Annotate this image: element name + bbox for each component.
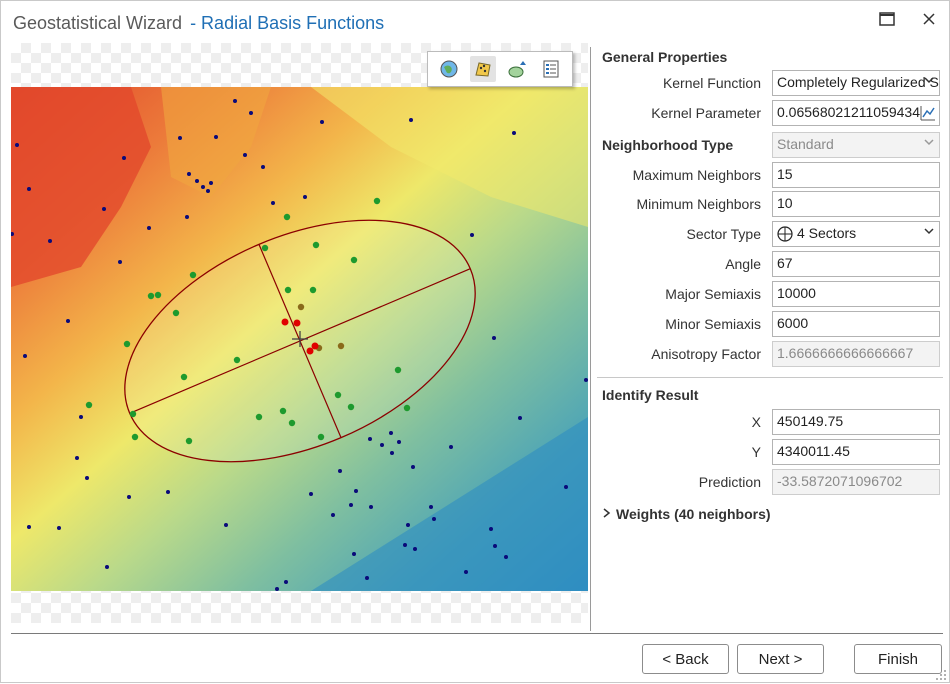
prediction-surface-map[interactable]	[11, 87, 588, 591]
minor-semiaxis-field[interactable]: 6000	[772, 311, 940, 337]
kernel-parameter-field[interactable]: 0.06568021211059434	[772, 100, 940, 126]
prediction-label: Prediction	[698, 474, 761, 490]
kernel-function-value: Completely Regularized Spline	[777, 74, 939, 90]
four-sectors-icon	[777, 226, 793, 245]
next-button[interactable]: Next >	[737, 644, 824, 674]
map-preview[interactable]	[11, 43, 588, 623]
wizard-title: Geostatistical Wizard	[13, 13, 183, 33]
x-label: X	[751, 414, 761, 430]
minor-semiaxis-label: Minor Semiaxis	[665, 316, 761, 332]
neighbor-points	[85, 197, 411, 445]
footer-divider	[11, 633, 943, 634]
sector-type-label: Sector Type	[686, 226, 761, 242]
wizard-subtitle: - Radial Basis Functions	[190, 13, 385, 33]
back-button[interactable]: < Back	[642, 644, 729, 674]
x-coordinate-field[interactable]: 450149.75	[772, 409, 940, 435]
crosshair-icon	[292, 331, 308, 347]
kernel-parameter-label: Kernel Parameter	[651, 105, 761, 121]
major-semiaxis-label: Major Semiaxis	[665, 286, 761, 302]
weighted-points	[297, 303, 345, 352]
weights-expander[interactable]: Weights (40 neighbors)	[602, 506, 771, 522]
minimum-neighbors-field[interactable]: 10	[772, 191, 940, 217]
major-semiaxis-field[interactable]: 10000	[772, 281, 940, 307]
resize-grip-icon[interactable]	[935, 668, 947, 680]
window-title: Geostatistical Wizard - Radial Basis Func…	[13, 13, 384, 34]
neighborhood-type-value: Standard	[777, 136, 834, 152]
finish-button[interactable]: Finish	[854, 644, 942, 674]
panel-splitter[interactable]	[590, 47, 591, 631]
anisotropy-factor-field: 1.6666666666666667	[772, 341, 940, 367]
prediction-field: -33.5872071096702	[772, 469, 940, 495]
identify-result-heading: Identify Result	[602, 387, 699, 403]
data-points	[11, 99, 588, 591]
sector-type-dropdown[interactable]: 4 Sectors	[772, 221, 940, 247]
chevron-right-icon	[602, 506, 616, 522]
chevron-down-icon	[923, 136, 935, 151]
angle-field[interactable]: 67	[772, 251, 940, 277]
globe-icon[interactable]	[436, 56, 462, 82]
ellipse-search-icon[interactable]	[504, 56, 530, 82]
angle-label: Angle	[725, 256, 761, 272]
chevron-down-icon	[923, 74, 935, 89]
weights-label: Weights (40 neighbors)	[616, 506, 771, 522]
y-label: Y	[751, 444, 761, 460]
section-divider	[597, 377, 943, 378]
general-properties-heading: General Properties	[602, 49, 728, 65]
maximum-neighbors-field[interactable]: 15	[772, 162, 940, 188]
neighborhood-type-label: Neighborhood Type	[602, 137, 734, 153]
optimize-chart-icon[interactable]	[920, 105, 936, 124]
kernel-parameter-value: 0.06568021211059434	[777, 104, 921, 120]
chevron-down-icon	[923, 225, 935, 240]
data-points-icon[interactable]	[470, 56, 496, 82]
close-icon[interactable]	[916, 7, 942, 31]
kernel-function-label: Kernel Function	[662, 75, 761, 91]
anisotropy-factor-label: Anisotropy Factor	[651, 346, 761, 362]
legend-list-icon[interactable]	[538, 56, 564, 82]
selected-neighbor-points	[281, 318, 319, 355]
y-coordinate-field[interactable]: 4340011.45	[772, 439, 940, 465]
kernel-function-dropdown[interactable]: Completely Regularized Spline	[772, 70, 940, 96]
maximize-icon[interactable]	[874, 7, 900, 31]
maximum-neighbors-label: Maximum Neighbors	[632, 167, 761, 183]
map-toolbar	[427, 51, 573, 87]
neighborhood-type-dropdown: Standard	[772, 132, 940, 158]
minimum-neighbors-label: Minimum Neighbors	[636, 196, 761, 212]
sector-type-value: 4 Sectors	[797, 225, 857, 241]
